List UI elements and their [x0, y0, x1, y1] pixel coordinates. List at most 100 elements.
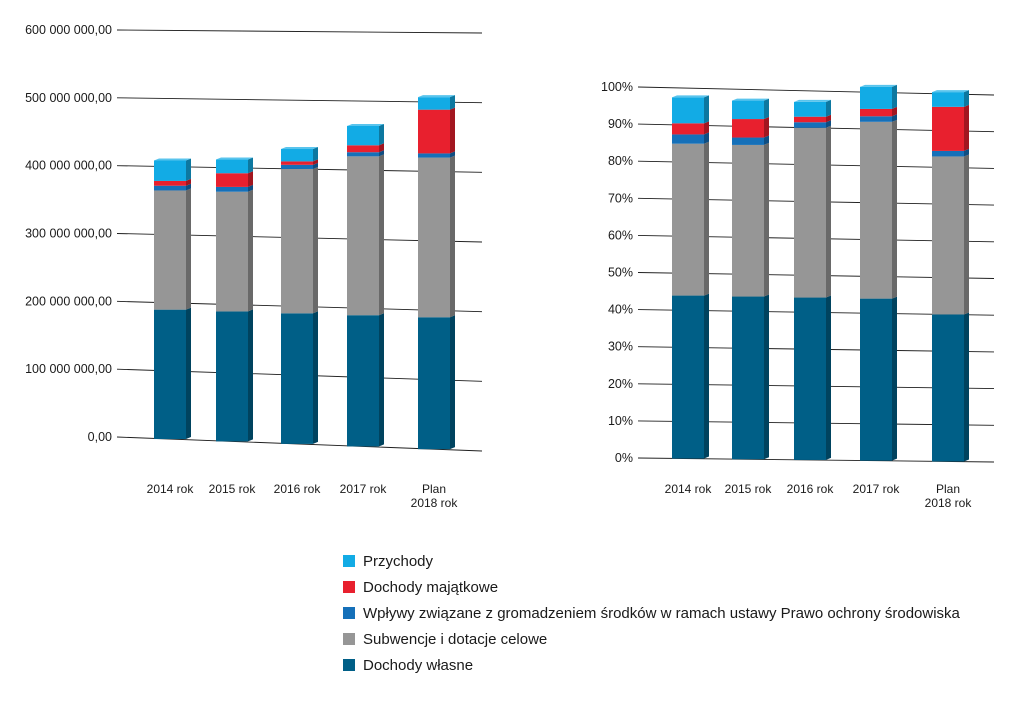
- bar-segment-przychody-3: [860, 84, 897, 109]
- bar-face: [732, 296, 764, 460]
- bar-segment-wlasne-2: [794, 295, 831, 460]
- x-category-label: 2016 rok: [274, 482, 322, 496]
- bar-segment-przychody-1: [216, 157, 253, 174]
- legend-label: Dochody własne: [363, 656, 474, 674]
- y-tick-label: 20%: [608, 377, 633, 391]
- bar-segment-przychody-2: [794, 99, 831, 117]
- bar-face: [932, 106, 964, 151]
- bar-face: [216, 191, 248, 312]
- bar-side: [379, 150, 384, 157]
- bar-segment-majatkowe-0: [672, 121, 709, 135]
- x-category-label: Plan 2018 rok: [411, 482, 459, 510]
- bar-side: [186, 188, 191, 310]
- bar-top-cap: [281, 147, 318, 150]
- bar-side: [764, 135, 769, 145]
- bar-side: [313, 147, 318, 162]
- bar-segment-subwencje-4: [932, 154, 969, 315]
- bar-face: [860, 108, 892, 117]
- bar-face: [347, 152, 379, 157]
- bar-side: [704, 95, 709, 124]
- bar-face: [347, 145, 379, 153]
- bar-face: [347, 125, 379, 146]
- bar-segment-wplywy-3: [860, 114, 897, 122]
- bar-segment-subwencje-4: [418, 155, 455, 318]
- legend-label: Dochody majątkowe: [363, 578, 499, 596]
- bar-segment-wlasne-4: [418, 315, 455, 450]
- bar-segment-wlasne-0: [154, 307, 191, 440]
- bar-side: [764, 142, 769, 297]
- legend-swatch-subwencje: [343, 633, 355, 645]
- bar-segment-wlasne-0: [672, 293, 709, 459]
- bar-face: [794, 127, 826, 298]
- bar-segment-przychody-0: [154, 158, 191, 181]
- bar-side: [248, 189, 253, 312]
- bar-face: [732, 144, 764, 297]
- bar-side: [892, 119, 897, 299]
- absolute-revenue-chart: 0,00 100 000 000,00 200 000 000,00 300 000 …: [25, 23, 483, 510]
- bar-face: [418, 317, 450, 450]
- legend-label: Subwencje i dotacje celowe: [363, 630, 548, 648]
- bar-side: [379, 154, 384, 316]
- y-tick-label: 60%: [608, 228, 633, 242]
- bar-segment-wlasne-3: [347, 313, 384, 447]
- chart-legend: Przychody Dochody majątkowe Wpływy związ…: [343, 548, 960, 678]
- bar-face: [672, 134, 704, 144]
- bar-side: [826, 114, 831, 123]
- bar-side: [186, 307, 191, 440]
- bar-face: [418, 97, 450, 110]
- bar-segment-majatkowe-0: [154, 178, 191, 186]
- gridline: [116, 29, 483, 34]
- bar-face: [154, 190, 186, 310]
- bar-face: [932, 150, 964, 157]
- bar-segment-subwencje-2: [794, 125, 831, 298]
- x-category-label: 2015 rok: [209, 482, 257, 496]
- y-tick-label: 200 000 000,00: [25, 294, 112, 308]
- y-tick-label: 40%: [608, 303, 633, 317]
- bar-face: [860, 86, 892, 109]
- legend-item-wplywy: Wpływy związane z gromadzeniem środków w…: [343, 600, 960, 626]
- bar-side: [186, 183, 191, 191]
- bar-segment-przychody-3: [347, 123, 384, 146]
- bar-segment-przychody-4: [932, 90, 969, 107]
- bar-top-cap: [216, 157, 253, 160]
- bar-face: [794, 101, 826, 117]
- bar-top-cap: [672, 95, 709, 98]
- bar-face: [281, 168, 313, 314]
- bar-face: [154, 309, 186, 440]
- bar-side: [704, 293, 709, 459]
- bar-face: [672, 123, 704, 135]
- bar-face: [672, 295, 704, 459]
- bar-side: [450, 155, 455, 318]
- bar-face: [672, 143, 704, 296]
- bar-segment-subwencje-1: [216, 189, 253, 312]
- bar-face: [418, 157, 450, 318]
- bar-face: [860, 298, 892, 461]
- bar-segment-majatkowe-1: [732, 117, 769, 138]
- bar-top-cap: [154, 158, 191, 161]
- legend-item-subwencje: Subwencje i dotacje celowe: [343, 626, 960, 652]
- bar-segment-wplywy-0: [672, 132, 709, 144]
- y-tick-label: 80%: [608, 154, 633, 168]
- bar-side: [826, 120, 831, 128]
- y-tick-label: 0,00: [88, 430, 112, 444]
- bar-side: [248, 184, 253, 192]
- legend-swatch-wplywy: [343, 607, 355, 619]
- y-tick-label: 10%: [608, 414, 633, 428]
- bar-segment-przychody-1: [732, 98, 769, 120]
- bar-face: [860, 121, 892, 299]
- bar-face: [932, 92, 964, 107]
- y-tick-label: 90%: [608, 117, 633, 131]
- bar-side: [248, 157, 253, 174]
- bar-segment-wplywy-2: [794, 120, 831, 128]
- x-category-label: Plan 2018 rok: [925, 482, 973, 510]
- bar-segment-wlasne-1: [216, 309, 253, 442]
- bar-side: [764, 117, 769, 138]
- bar-face: [347, 315, 379, 447]
- bar-top-cap: [794, 99, 831, 102]
- bar-side: [964, 90, 969, 107]
- bar-segment-subwencje-3: [860, 119, 897, 299]
- bar-top-cap: [347, 123, 384, 126]
- bar-face: [347, 156, 379, 316]
- bar-side: [313, 311, 318, 444]
- bar-top-cap: [418, 95, 455, 98]
